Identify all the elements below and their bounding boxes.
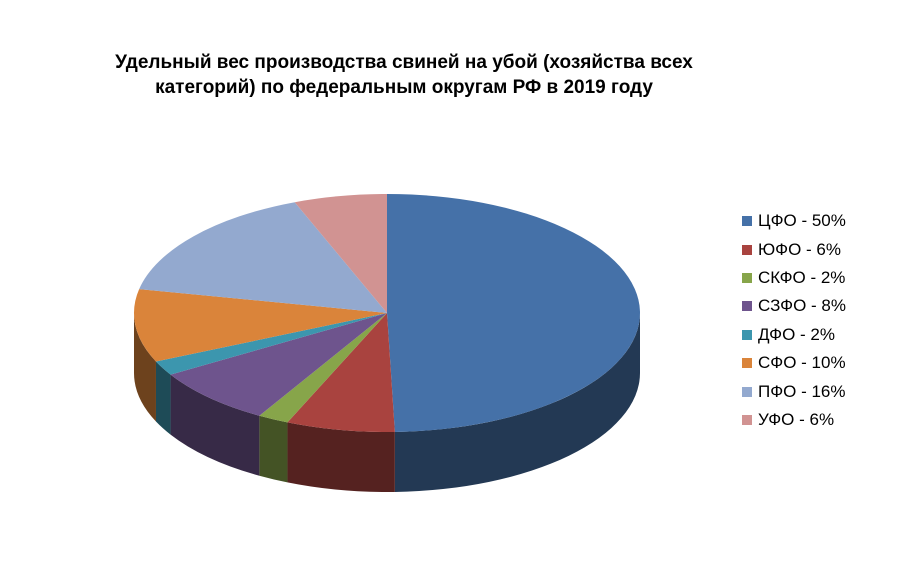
pie-side-4: [170, 374, 260, 476]
pie-slice-5: [155, 313, 387, 375]
legend-label: СКФО - 2%: [758, 267, 846, 287]
legend-label: ЮФО - 6%: [758, 239, 841, 259]
legend-item: СКФО - 2%: [742, 264, 846, 292]
legend-item: ЦФО - 50%: [742, 207, 846, 235]
chart-title: Удельный вес производства свиней на убой…: [0, 50, 808, 100]
chart-title-line-1: Удельный вес производства свиней на убой…: [115, 52, 693, 73]
pie-slice-3: [259, 313, 387, 423]
legend-item: ЮФО - 6%: [742, 235, 846, 263]
pie-slice-6: [134, 289, 387, 362]
legend-swatch: [742, 301, 752, 312]
chart-title-line-2: категорий) по федеральным округам РФ в 2…: [155, 77, 653, 98]
pie-slice-7: [139, 202, 387, 313]
legend-swatch: [742, 358, 752, 369]
legend-item: ДФО - 2%: [742, 321, 846, 349]
pie-slice-1: [387, 194, 641, 432]
pie-side-2: [287, 422, 395, 492]
pie-slice-2: [287, 313, 395, 433]
legend-label: СФО - 10%: [758, 353, 846, 373]
legend-label: ДФО - 2%: [758, 324, 835, 344]
pie-slice-4: [170, 313, 387, 416]
legend-item: СФО - 10%: [742, 349, 846, 377]
legend-label: ЦФО - 50%: [758, 211, 846, 231]
legend-swatch: [742, 244, 752, 255]
legend-swatch: [742, 386, 752, 397]
legend-swatch: [742, 329, 752, 340]
pie-side-6: [134, 313, 156, 422]
legend-item: УФО - 6%: [742, 406, 846, 434]
legend-item: ПФО - 16%: [742, 377, 846, 405]
legend: ЦФО - 50% ЮФО - 6% СКФО - 2% СЗФО - 8% ДФО -…: [742, 207, 846, 434]
pie-slice-8: [294, 194, 387, 313]
pie-side-5: [155, 361, 171, 435]
legend-swatch: [742, 414, 752, 425]
pie-side-3: [259, 415, 288, 483]
legend-swatch: [742, 272, 752, 283]
legend-label: ПФО - 16%: [758, 381, 846, 401]
pie-side-1: [394, 313, 640, 492]
legend-label: УФО - 6%: [758, 409, 835, 429]
legend-label: СЗФО - 8%: [758, 296, 846, 316]
legend-swatch: [742, 216, 752, 227]
pie-slices: [134, 194, 641, 433]
pie-side-walls: [134, 313, 640, 492]
legend-item: СЗФО - 8%: [742, 292, 846, 320]
